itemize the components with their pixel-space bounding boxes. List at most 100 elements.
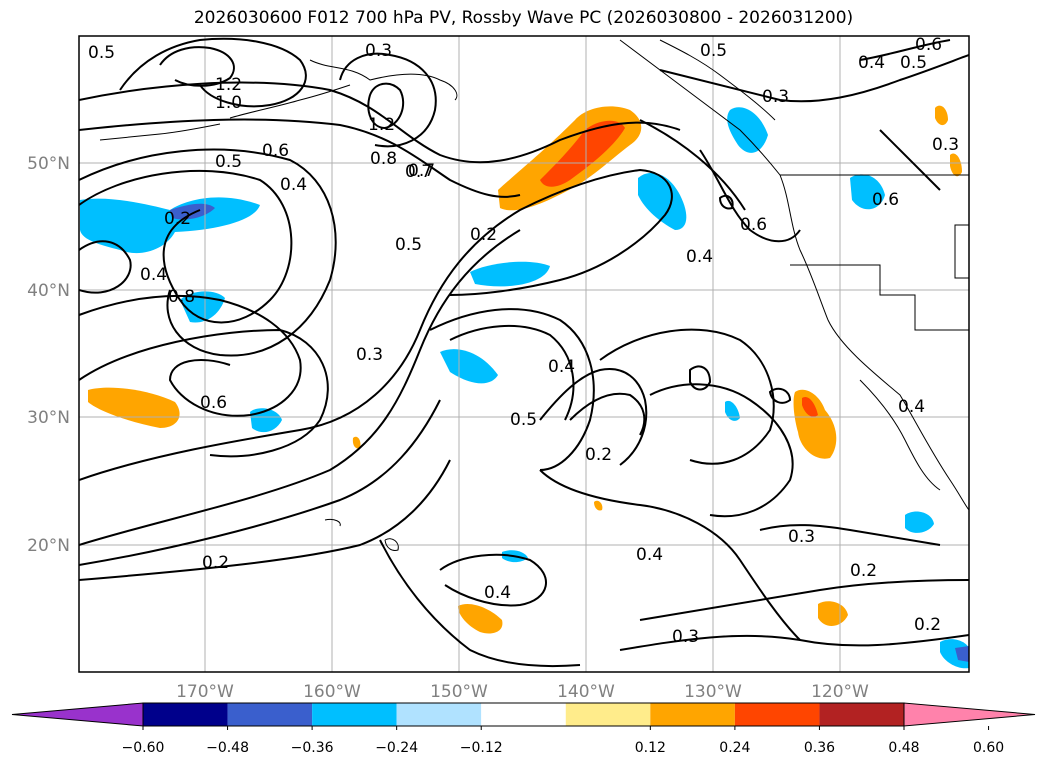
shaded-anomalies: [80, 105, 969, 669]
negative-anomaly-patch: [470, 261, 550, 287]
contour-label: 0.6: [262, 141, 289, 161]
contour-label: 0.2: [164, 209, 191, 229]
colorbar-tick-label: 0.36: [804, 740, 835, 756]
colorbar-segment: [481, 703, 566, 726]
contour-label: 0.4: [140, 265, 167, 285]
longitude-labels: 170°W 160°W 150°W 140°W 130°W 120°W: [176, 682, 869, 702]
colorbar-tick-label: −0.24: [375, 740, 418, 756]
lat-label: 20°N: [27, 536, 70, 556]
contour-label: 0.6: [872, 190, 899, 210]
colorbar-extension-low: [11, 702, 144, 727]
lat-label: 30°N: [27, 408, 70, 428]
contour-label: 0.2: [585, 445, 612, 465]
coastlines: [99, 39, 969, 551]
contour-label: 0.2: [914, 615, 941, 635]
negative-anomaly-patch: [170, 203, 215, 220]
negative-anomaly-patch: [80, 197, 260, 254]
contour-label: 0.5: [700, 41, 727, 61]
colorbar-tick-label: −0.60: [122, 740, 165, 756]
contour-labels: 0.5 0.6 0.7 0.8 1.2 1.0 0.5 0.6 0.4 0.8 …: [88, 35, 959, 647]
negative-anomaly-patch: [955, 646, 969, 662]
contour-label: 1.0: [215, 93, 242, 113]
contour-label: 0.6: [200, 393, 227, 413]
positive-anomaly-patch: [950, 153, 962, 177]
contour-label: 0.4: [858, 53, 885, 73]
contour-label: 0.3: [788, 527, 815, 547]
contour-label: 0.3: [365, 41, 392, 61]
lon-label: 130°W: [684, 682, 742, 702]
negative-anomaly-patch: [905, 511, 934, 533]
contour-label: 0.8: [370, 149, 397, 169]
negative-anomaly-patch: [725, 400, 740, 421]
positive-anomaly-patch: [935, 105, 948, 126]
contour-label: 0.7: [405, 162, 432, 182]
negative-anomaly-patch: [940, 639, 969, 669]
colorbar-extension-high: [903, 702, 1036, 727]
colorbar-segment: [312, 703, 397, 726]
contour-label: 0.6: [740, 215, 767, 235]
latitude-labels: 50°N 40°N 30°N 20°N: [27, 154, 70, 556]
contour-label: 0.4: [548, 357, 575, 377]
positive-anomaly-patch: [88, 387, 180, 428]
graticule: [79, 36, 969, 672]
contour-label: 1.2: [368, 115, 395, 135]
contour-label: 0.5: [900, 53, 927, 73]
contour-label: 0.4: [686, 247, 713, 267]
contour-label: 0.3: [762, 87, 789, 107]
colorbar: −0.60 −0.48 −0.36 −0.24 −0.12 0.12 0.24 0.36 0.4…: [11, 702, 1036, 756]
colorbar-tick-label: −0.12: [460, 740, 503, 756]
positive-anomaly-patch: [594, 500, 603, 511]
contour-label: 0.3: [356, 345, 383, 365]
lon-label: 120°W: [811, 682, 869, 702]
contour-label: 0.3: [672, 627, 699, 647]
colorbar-tick-label: 0.60: [973, 740, 1004, 756]
colorbar-tick-label: 0.24: [719, 740, 750, 756]
pv-contours: [79, 37, 969, 668]
positive-anomaly-patch: [352, 436, 361, 449]
contour-label: 0.7: [408, 161, 435, 181]
map-title: 2026030600 F012 700 hPa PV, Rossby Wave …: [193, 8, 854, 28]
contour-label: 0.4: [484, 583, 511, 603]
contour-label: 0.8: [168, 287, 195, 307]
colorbar-segment: [734, 703, 820, 726]
contour-label: 0.5: [510, 410, 537, 430]
contour-label: 0.5: [88, 43, 115, 63]
colorbar-segment: [819, 703, 904, 726]
colorbar-tick-label: −0.48: [206, 740, 249, 756]
contour-label: 0.4: [898, 397, 925, 417]
positive-anomaly-patch: [458, 603, 503, 634]
contour-label: 0.2: [470, 225, 497, 245]
colorbar-segment: [143, 703, 228, 726]
contour-label: 0.5: [215, 152, 242, 172]
lon-label: 160°W: [303, 682, 361, 702]
contour-label: 0.4: [636, 545, 663, 565]
negative-anomaly-patch: [440, 349, 498, 384]
contour-label: 0.4: [280, 175, 307, 195]
contour-label: 0.3: [932, 135, 959, 155]
negative-anomaly-patch: [727, 107, 768, 153]
lon-label: 150°W: [430, 682, 488, 702]
colorbar-segment: [227, 703, 313, 726]
colorbar-tick-label: −0.36: [291, 740, 334, 756]
positive-anomaly-patch: [802, 396, 818, 417]
colorbar-segment: [565, 703, 651, 726]
colorbar-frame: [142, 702, 905, 727]
negative-anomaly-patch: [850, 174, 885, 210]
contour-label: 0.5: [395, 235, 422, 255]
colorbar-tick-label: 0.48: [888, 740, 919, 756]
contour-label: 0.2: [850, 561, 877, 581]
colorbar-segment: [396, 703, 482, 726]
colorbar-tick-label: 0.12: [635, 740, 666, 756]
contour-label: 0.2: [202, 553, 229, 573]
colorbar-segment: [650, 703, 735, 726]
map-frame: [78, 35, 970, 673]
lon-label: 170°W: [176, 682, 234, 702]
negative-anomaly-patch: [638, 172, 687, 230]
contour-label: 1.2: [215, 75, 242, 95]
contour-label: 0.6: [915, 35, 942, 55]
positive-anomaly-patch: [540, 120, 625, 187]
lat-label: 40°N: [27, 281, 70, 301]
lat-label: 50°N: [27, 154, 70, 174]
lon-label: 140°W: [557, 682, 615, 702]
